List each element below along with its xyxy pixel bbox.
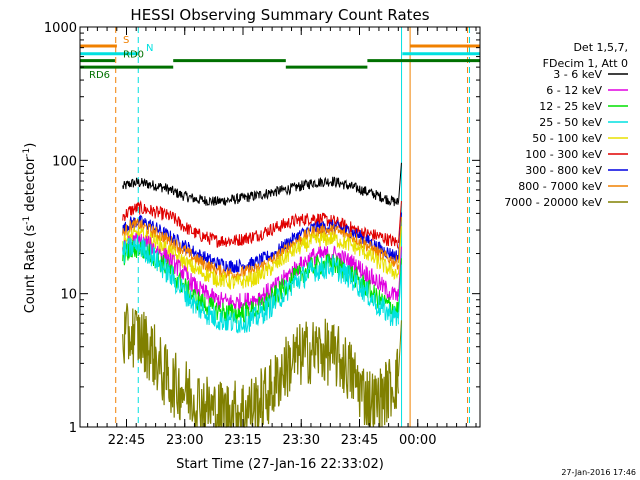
y-tick-label-1: 10 xyxy=(60,288,77,303)
legend-label-8: 7000 - 20000 keV xyxy=(504,196,602,209)
x-tick-label-4: 23:45 xyxy=(341,433,378,448)
legend-label-5: 100 - 300 keV xyxy=(525,148,602,161)
series-line-7 xyxy=(122,234,399,334)
y-axis-label-part3: ) xyxy=(23,143,38,148)
legend-label-7: 800 - 7000 keV xyxy=(518,180,602,193)
legend-label-2: 12 - 25 keV xyxy=(539,100,602,113)
series-end-spike-4 xyxy=(397,226,402,275)
x-tick-label-0: 22:45 xyxy=(108,433,145,448)
y-tick-label-0: 1 xyxy=(69,421,77,436)
legend-label-0: 3 - 6 keV xyxy=(553,68,602,81)
plot-frame xyxy=(79,26,481,428)
y-axis-label-sup2: -1 xyxy=(22,148,32,157)
y-axis-label-part1: Count Rate (s xyxy=(23,225,38,314)
legend-label-1: 6 - 12 keV xyxy=(546,84,602,97)
y-axis-label-sup1: -1 xyxy=(22,216,32,225)
flag-label-s: S xyxy=(123,35,129,46)
series-line-2 xyxy=(122,214,399,273)
y-tick-label-3: 1000 xyxy=(44,21,77,36)
x-tick-label-5: 00:00 xyxy=(399,433,436,448)
y-axis-label-part2: detector xyxy=(23,156,38,216)
series-end-spike-7 xyxy=(397,264,402,319)
series-end-spike-1 xyxy=(397,200,402,244)
flag-label-n: N xyxy=(146,43,153,54)
footer-timestamp: 27-Jan-2016 17:46 xyxy=(561,468,636,477)
flag-label-rd6: RD6 xyxy=(89,70,110,81)
x-axis-label: Start Time (27-Jan-16 22:33:02) xyxy=(176,457,384,472)
series-end-spike-3 xyxy=(397,216,402,263)
series-end-spike-5 xyxy=(397,246,402,297)
x-tick-label-3: 23:30 xyxy=(283,433,320,448)
series-line-0 xyxy=(122,176,399,207)
legend-header-1: FDecim 1, Att 0 xyxy=(543,57,628,70)
legend: Det 1,5,7, FDecim 1, Att 03 - 6 keV 6 - 12… xyxy=(504,41,628,209)
series-end-spike-0 xyxy=(397,162,402,203)
series-line-3 xyxy=(122,218,399,281)
y-tick-label-2: 100 xyxy=(52,154,77,169)
axes: 1 10 100 1000 22:45 23:00 23:15 23:30 23:45 00:00 xyxy=(44,21,480,448)
series-line-4 xyxy=(122,227,399,290)
series-line-8 xyxy=(122,303,399,428)
x-tick-label-2: 23:15 xyxy=(224,433,261,448)
x-tick-label-1: 23:00 xyxy=(166,433,203,448)
legend-label-3: 25 - 50 keV xyxy=(539,116,602,129)
series-line-1 xyxy=(122,199,399,249)
legend-label-6: 300 - 800 keV xyxy=(525,164,602,177)
series-end-spike-8 xyxy=(397,320,402,377)
chart-title: HESSI Observing Summary Count Rates xyxy=(130,6,429,24)
y-axis-label: Count Rate (s-1 detector-1) xyxy=(22,143,38,314)
legend-label-4: 50 - 100 keV xyxy=(532,132,602,145)
flag-label-rd0: RD0 xyxy=(123,50,144,61)
legend-header-0: Det 1,5,7, xyxy=(573,41,628,54)
